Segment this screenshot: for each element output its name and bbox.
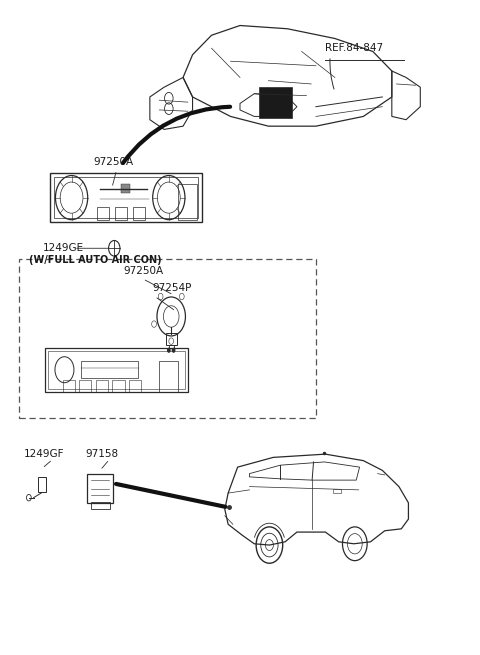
Bar bbox=[166, 333, 177, 345]
Text: 1249GE: 1249GE bbox=[43, 243, 84, 253]
Text: 97254P: 97254P bbox=[152, 283, 192, 293]
Text: 97250A: 97250A bbox=[93, 157, 133, 167]
Text: 97250A: 97250A bbox=[124, 265, 164, 276]
Bar bbox=[19, 259, 316, 419]
Bar bbox=[159, 361, 179, 392]
Circle shape bbox=[172, 348, 176, 353]
Bar bbox=[121, 184, 130, 193]
Bar bbox=[96, 380, 108, 392]
Text: 1249GF: 1249GF bbox=[24, 449, 65, 459]
Bar bbox=[129, 380, 141, 392]
Bar bbox=[87, 474, 113, 503]
Circle shape bbox=[167, 348, 171, 353]
Bar bbox=[81, 361, 138, 377]
Text: 97158: 97158 bbox=[86, 449, 119, 459]
Bar bbox=[38, 477, 46, 493]
Bar bbox=[115, 207, 127, 219]
Bar bbox=[91, 502, 109, 509]
Bar bbox=[133, 207, 145, 219]
Bar bbox=[62, 380, 75, 392]
Text: (W/FULL AUTO AIR CON): (W/FULL AUTO AIR CON) bbox=[29, 255, 161, 265]
Text: REF.84-847: REF.84-847 bbox=[325, 43, 384, 53]
Bar bbox=[48, 351, 185, 388]
Bar bbox=[96, 207, 109, 219]
Bar bbox=[112, 380, 125, 392]
Bar bbox=[259, 86, 292, 118]
Bar bbox=[79, 380, 92, 392]
Bar bbox=[333, 489, 341, 493]
Bar bbox=[179, 184, 197, 219]
